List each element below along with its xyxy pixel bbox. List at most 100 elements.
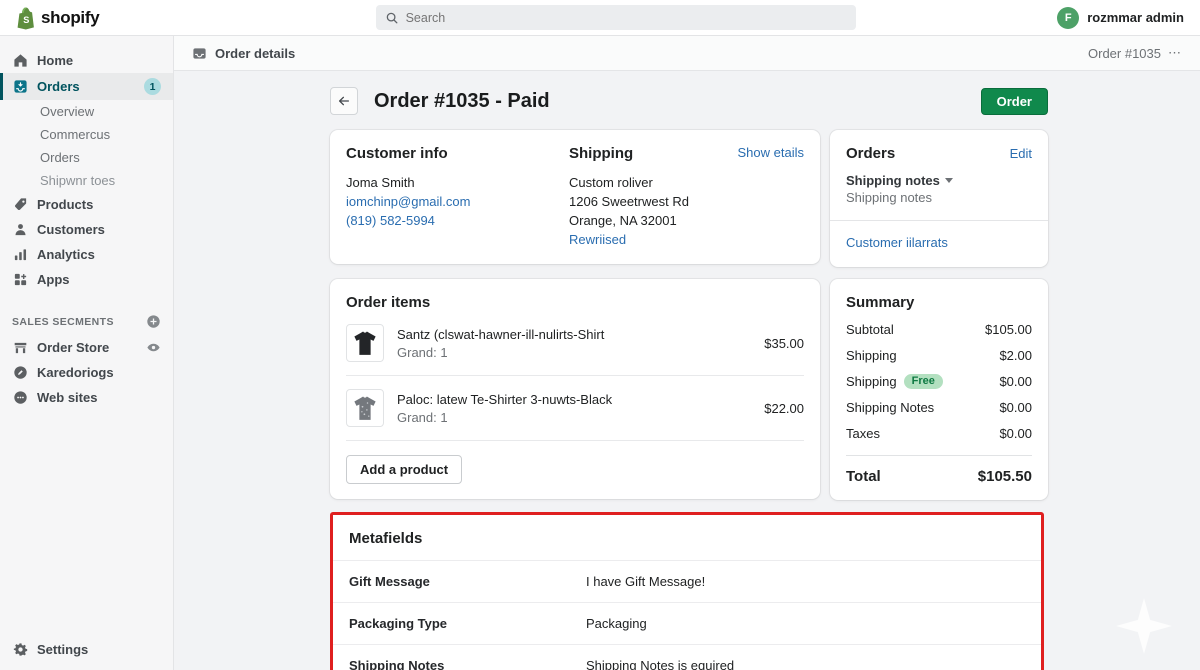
user-name: rozmmar admin: [1087, 10, 1184, 25]
product-price: $35.00: [764, 335, 804, 351]
sidebar-item-apps[interactable]: Apps: [0, 267, 173, 292]
analytics-icon: [12, 247, 28, 262]
sidebar-item-label: Karedoriogs: [37, 365, 114, 380]
customer-info-card: Customer info Joma Smith iomchinp@gmail.…: [330, 130, 820, 264]
topbar: S shopify F rozmmar admin: [0, 0, 1200, 36]
dots-circle-icon: [12, 390, 28, 405]
product-thumbnail[interactable]: [346, 389, 384, 427]
order-item-row: Santz (clswat-hawner-ill-nulirts-Shirt G…: [346, 311, 804, 376]
sidebar-item-label: Orders: [37, 79, 80, 94]
summary-label: Shipping: [846, 348, 897, 363]
gear-icon: [12, 642, 28, 657]
order-number-label: Order #1035: [1088, 45, 1161, 61]
avatar: F: [1057, 6, 1080, 29]
sidebar-item-label: Settings: [37, 642, 89, 657]
summary-row: Taxes $0.00: [846, 426, 1032, 441]
sparkle-decoration: [1116, 598, 1172, 654]
metafield-label: Gift Message: [349, 574, 430, 589]
summary-label: Taxes: [846, 426, 880, 441]
breadcrumb-right: Order #1035 ⋯: [1088, 45, 1182, 61]
shipping-notes-value: Shipping notes: [846, 190, 933, 205]
sidebar-item-settings[interactable]: Settings: [0, 637, 173, 662]
breadcrumb-title: Order details: [215, 45, 296, 61]
sidebar-item-products[interactable]: Products: [0, 192, 173, 217]
user-menu[interactable]: F rozmmar admin: [1057, 6, 1200, 29]
main-area: Order details Order #1035 ⋯ Order #1035 …: [174, 36, 1200, 670]
summary-value: $2.00: [999, 348, 1032, 363]
sidebar-item-customers[interactable]: Customers: [0, 217, 173, 242]
summary-row: Subtotal $105.00: [846, 322, 1032, 337]
eye-icon[interactable]: [146, 340, 161, 355]
product-name: Santz (clswat-hawner-ill-nulirts-Shirt: [397, 326, 605, 342]
content-column: Order #1035 - Paid Order Customer info J…: [330, 87, 1048, 670]
tshirt-black-image: [354, 331, 376, 355]
summary-total-row: Total $105.50: [846, 455, 1032, 485]
summary-card: Summary Subtotal $105.00 Shipping $2.00 …: [830, 279, 1048, 500]
orders-count-badge: 1: [144, 78, 161, 95]
search-icon: [385, 11, 399, 25]
home-icon: [12, 53, 28, 68]
breadcrumb: Order details: [192, 46, 295, 61]
sidebar-item-order-store[interactable]: Order Store: [0, 335, 173, 360]
summary-title: Summary: [846, 294, 915, 311]
total-label: Total: [846, 468, 881, 485]
shipping-address-line: 1206 Sweetrwest Rd: [569, 194, 689, 209]
search-box[interactable]: [375, 5, 856, 30]
sidebar-item-karedoriogs[interactable]: Karedoriogs: [0, 360, 173, 385]
shipping-notes-dropdown[interactable]: Shipping notes: [846, 173, 1032, 188]
plus-circle-icon[interactable]: [146, 314, 161, 329]
summary-value: $105.00: [985, 322, 1032, 337]
shipping-address-line: Custom roliver: [569, 175, 653, 190]
product-thumbnail[interactable]: [346, 324, 384, 362]
product-qty: Grand: 1: [397, 409, 448, 425]
back-button[interactable]: [330, 87, 358, 115]
customer-phone-link[interactable]: (819) 582-5994: [346, 213, 435, 228]
chevron-down-icon: [944, 178, 953, 183]
metafield-row: Gift Message I have Gift Message!: [333, 561, 1041, 603]
sidebar-subitem-shipping[interactable]: Shipwnr toes: [40, 173, 116, 188]
order-button[interactable]: Order: [980, 87, 1048, 115]
sidebar-subitem-orders[interactable]: Orders: [40, 150, 80, 165]
summary-value: $0.00: [999, 400, 1032, 415]
sidebar-subitem-commercus[interactable]: Commercus: [40, 127, 111, 142]
edit-link[interactable]: Edit: [1009, 146, 1032, 161]
apps-icon: [12, 272, 28, 287]
sidebar-item-label: Order Store: [37, 340, 110, 355]
arrow-left-icon: [337, 94, 351, 108]
search-input[interactable]: [405, 10, 847, 25]
order-details-inbox-icon: [192, 46, 207, 61]
orders-side-card: Orders Edit Shipping notes Shipping note…: [830, 130, 1048, 267]
sidebar-item-web-sites[interactable]: Web sites: [0, 385, 173, 410]
metafield-row: Packaging Type Packaging: [333, 603, 1041, 645]
total-value: $105.50: [977, 468, 1032, 485]
sidebar-item-label: Web sites: [37, 390, 98, 405]
customer-email-link[interactable]: iomchinp@gmail.com: [346, 194, 471, 209]
more-actions-icon[interactable]: ⋯: [1168, 45, 1182, 60]
metafields-card-highlighted: Metafields Gift Message I have Gift Mess…: [330, 512, 1044, 670]
metafields-title: Metafields: [333, 515, 1041, 561]
sidebar-item-label: Customers: [37, 222, 105, 237]
sidebar-item-analytics[interactable]: Analytics: [0, 242, 173, 267]
sidebar-item-label: Analytics: [37, 247, 95, 262]
customer-link[interactable]: Customer iilarrats: [846, 235, 948, 250]
free-badge: Free: [903, 374, 943, 389]
shipping-title: Shipping: [569, 145, 634, 162]
shipping-revise-link[interactable]: Rewriised: [569, 232, 627, 247]
metafield-label: Packaging Type: [349, 616, 448, 631]
page-header: Order #1035 - Paid Order: [330, 87, 1048, 115]
shopify-bag-icon: S: [14, 6, 36, 30]
sidebar-item-orders[interactable]: Orders 1: [0, 73, 173, 100]
summary-row: Shipping $2.00: [846, 348, 1032, 363]
product-price: $22.00: [764, 400, 804, 416]
sidebar-item-home[interactable]: Home: [0, 48, 173, 73]
sidebar-subitem-overview[interactable]: Overview: [40, 104, 95, 119]
show-details-link[interactable]: Show etails: [737, 145, 804, 160]
product-name: Paloc: latew Te-Shirter 3-nuwts-Black: [397, 391, 613, 407]
product-qty: Grand: 1: [397, 344, 448, 360]
summary-value: $0.00: [999, 426, 1032, 441]
tag-icon: [12, 197, 28, 212]
tshirt-pattern-image: [354, 396, 376, 420]
brand-text: shopify: [41, 7, 100, 27]
add-product-button[interactable]: Add a product: [346, 455, 463, 484]
orders-inbox-icon: [12, 79, 28, 94]
